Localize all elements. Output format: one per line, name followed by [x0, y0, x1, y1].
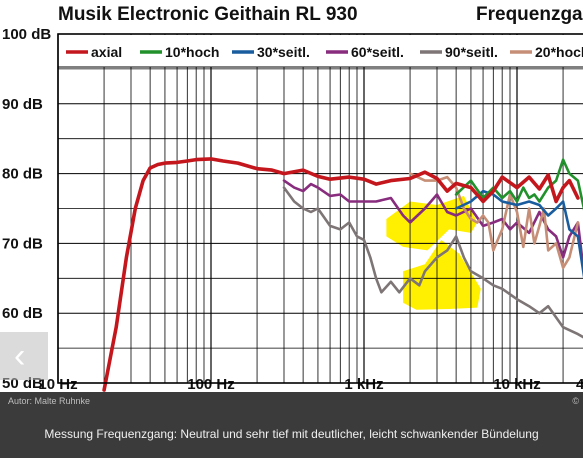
x-tick-label: 4	[576, 376, 583, 392]
legend-label: 20*hoch	[535, 44, 583, 60]
series-layer	[102, 157, 583, 392]
copyright-mark: ©	[572, 396, 579, 406]
series-line-10-hoch	[454, 158, 583, 211]
frequency-response-chart: Musik Electronic Geithain RL 930 Frequen…	[0, 0, 583, 393]
series-line-60-seitl-	[282, 179, 583, 277]
highlight-region-1	[386, 195, 478, 251]
legend-label: 90*seitl.	[445, 44, 498, 60]
legend-label: 60*seitl.	[351, 44, 404, 60]
yellow-highlight	[386, 195, 481, 310]
y-tick-label: 80 dB	[2, 166, 43, 183]
legend-background	[59, 35, 583, 67]
x-axis-ticks: 10 Hz 100 Hz 1 kHz 10 kHz 4	[38, 376, 583, 393]
credit-text: Autor: Malte Ruhnke	[8, 396, 91, 406]
highlight-region-2	[403, 239, 481, 310]
legend-label: axial	[91, 44, 122, 60]
y-tick-label: 90 dB	[2, 96, 43, 113]
y-tick-label: 100 dB	[2, 26, 51, 43]
chart-title-right: Frequenzgang	[476, 4, 583, 25]
y-tick-label: 60 dB	[2, 305, 43, 322]
x-tick-label: 10 Hz	[38, 376, 77, 392]
x-tick-label: 1 kHz	[344, 376, 383, 392]
y-tick-label: 70 dB	[2, 235, 43, 252]
chevron-left-icon: ‹	[14, 337, 26, 375]
legend-label: 10*hoch	[165, 44, 219, 60]
chart-title: Musik Electronic Geithain RL 930	[58, 4, 358, 25]
x-tick-label: 10 kHz	[493, 376, 541, 392]
prev-image-button[interactable]: ‹	[0, 332, 48, 380]
series-line-axial	[102, 157, 580, 392]
x-tick-label: 100 Hz	[187, 376, 235, 392]
chart-legend: axial 10*hoch 30*seitl. 60*seitl. 90*seitl. 2…	[58, 44, 583, 68]
plot-frame	[57, 33, 583, 384]
image-credit-bar: Autor: Malte Ruhnke ©	[0, 392, 583, 411]
legend-label: 30*seitl.	[257, 44, 310, 60]
series-line-90-seitl-	[282, 186, 583, 339]
image-caption: Messung Frequenzgang: Neutral und sehr t…	[0, 411, 583, 458]
